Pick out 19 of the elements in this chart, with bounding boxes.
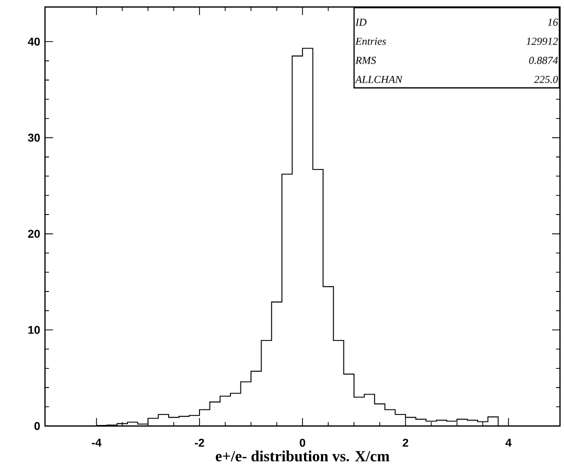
y-tick-label: 0	[34, 422, 40, 430]
annotation: ALLCHAN	[354, 76, 403, 84]
y-tick-label: 10	[28, 326, 40, 334]
x-axis-title: e+/e- distribution vs. X/cm	[216, 450, 390, 462]
x-tick-label: 2	[402, 438, 408, 447]
x-tick-label: -2	[194, 438, 204, 447]
annotation: 16	[548, 18, 558, 26]
annotation: 0.8874	[529, 56, 558, 64]
y-tick-label: 30	[28, 134, 40, 142]
annotation: 225.0	[534, 76, 558, 84]
annotation: RMS	[355, 56, 376, 64]
annotation: ID	[355, 18, 366, 26]
annotation: Entries	[355, 38, 386, 45]
x-tick-label: 0	[300, 438, 306, 447]
x-tick-label: -4	[92, 438, 102, 447]
y-tick-label: 20	[28, 230, 40, 238]
annotation: 129912	[526, 38, 558, 45]
y-tick-label: 40	[28, 38, 40, 46]
x-tick-label: 4	[506, 438, 512, 447]
